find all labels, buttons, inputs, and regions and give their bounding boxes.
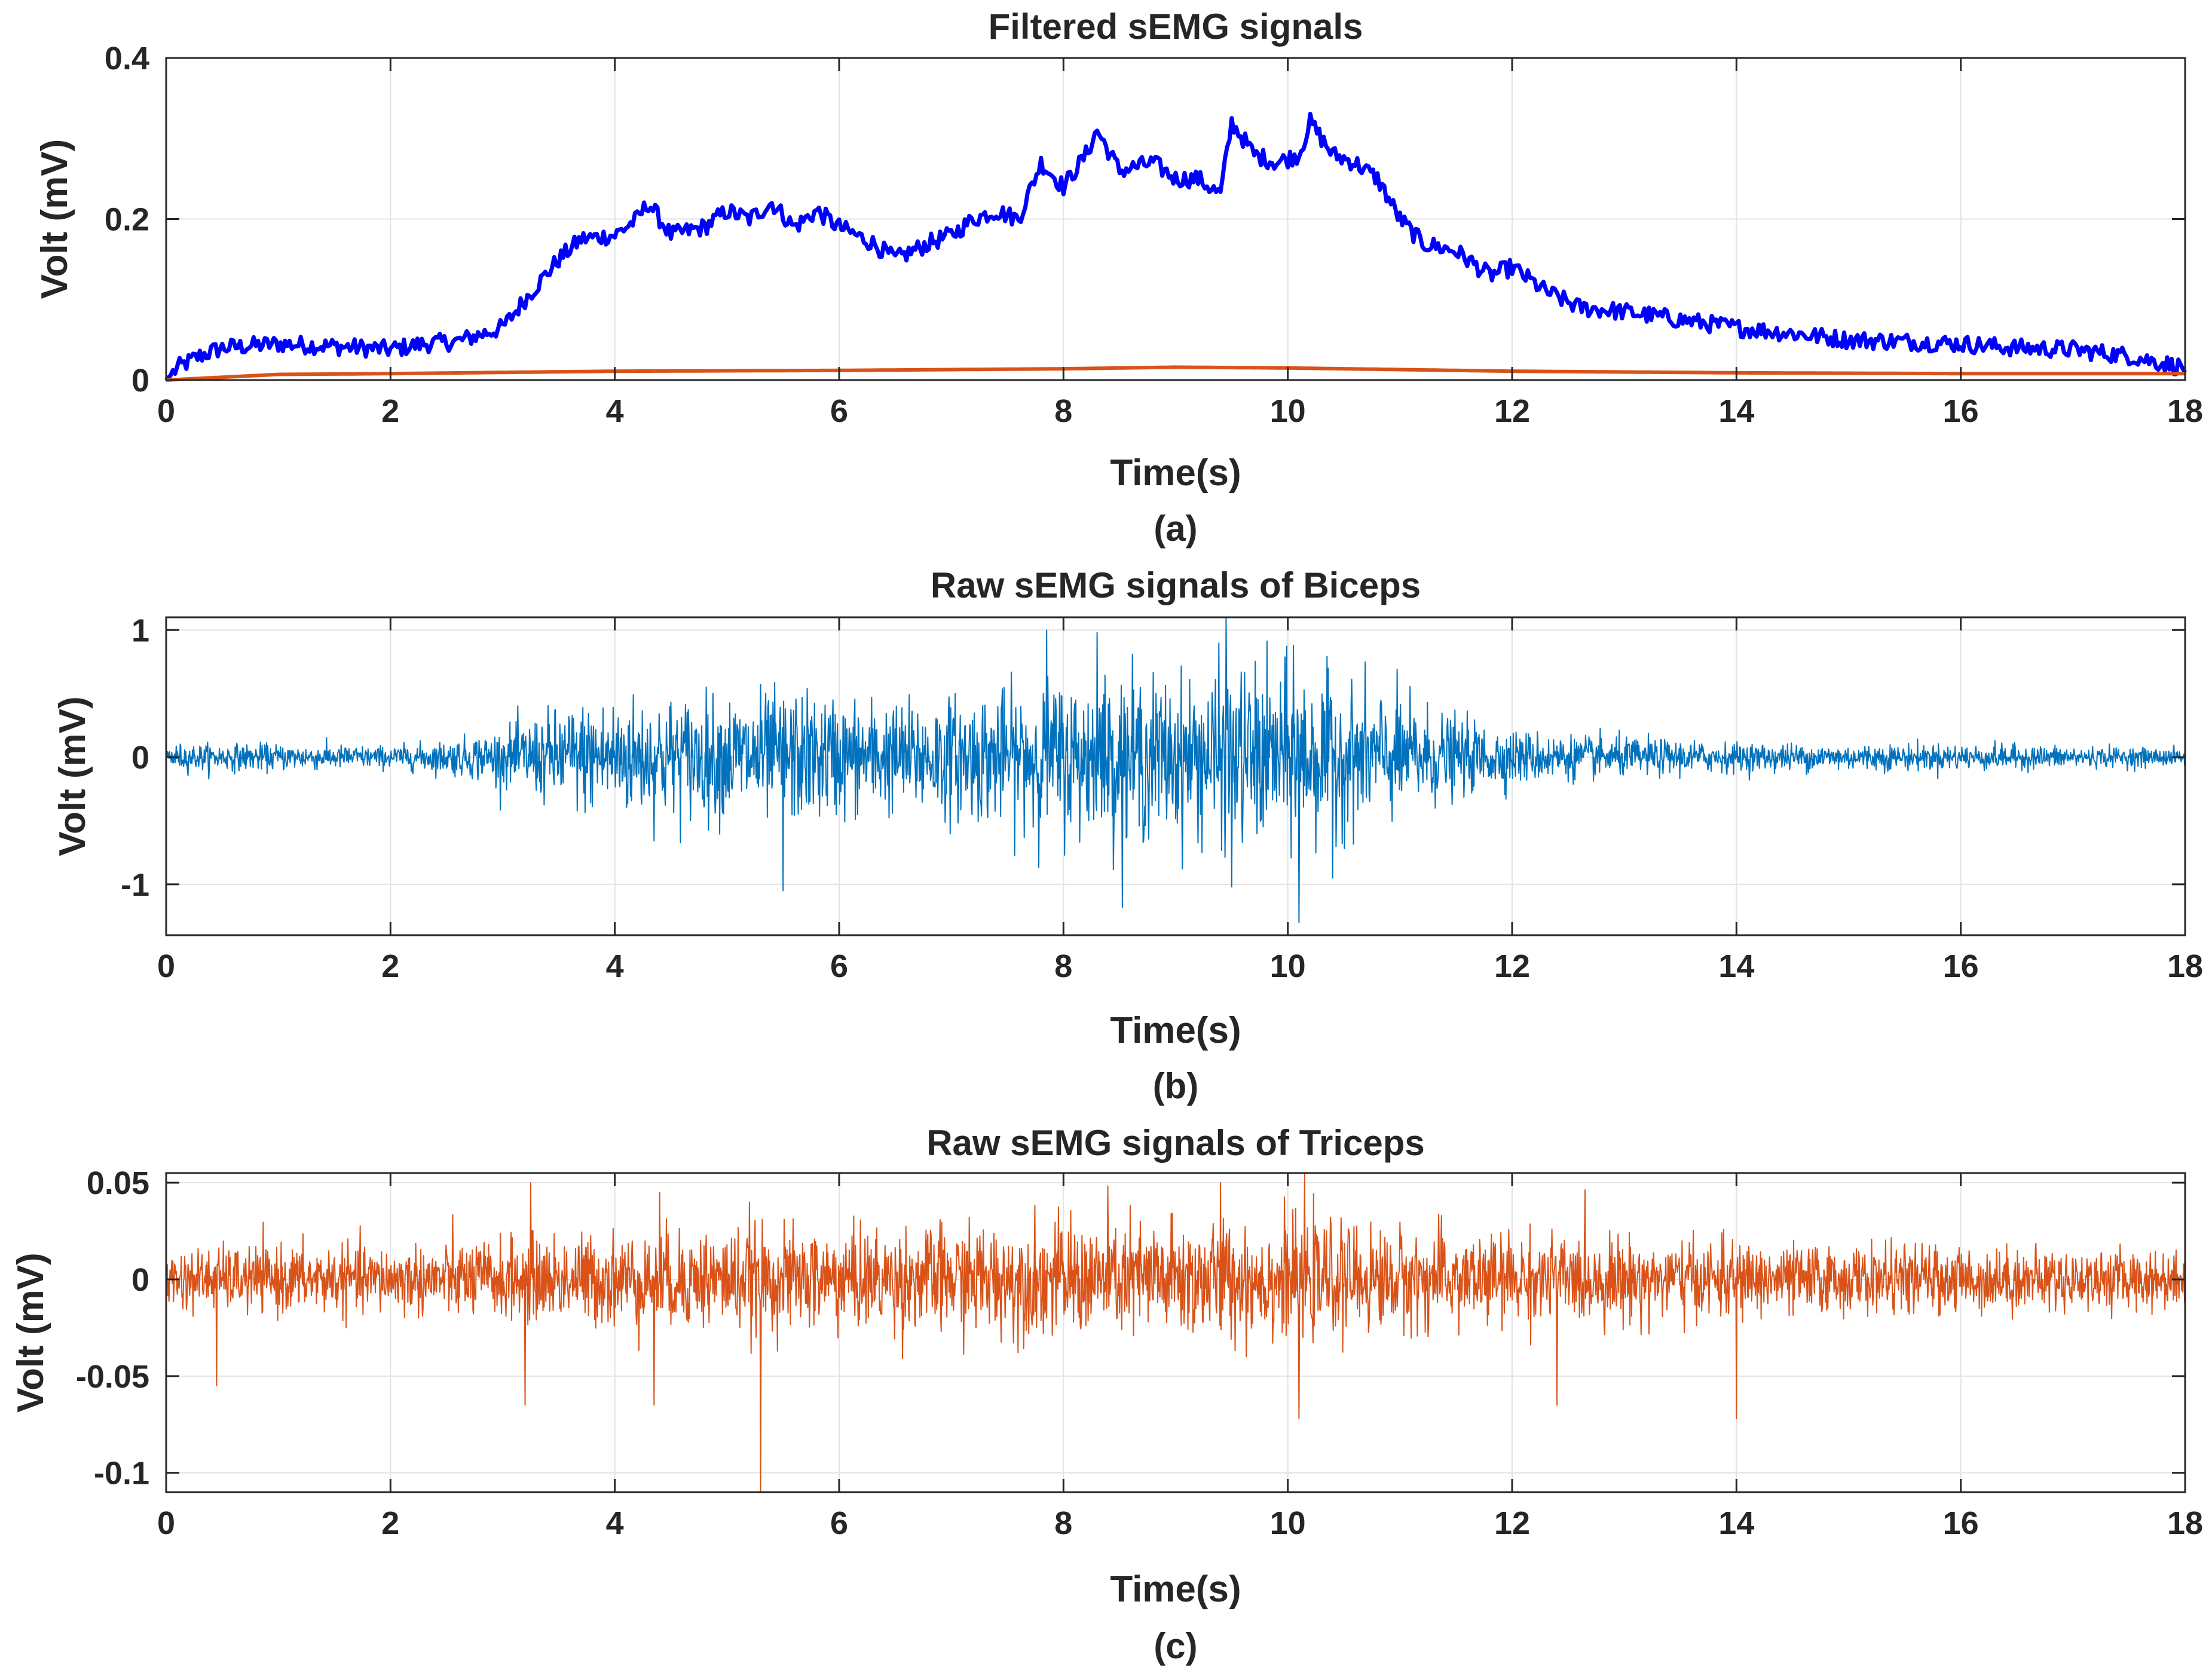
caption-c: (c) [1154,1626,1197,1666]
plot-frame-c [165,1172,2186,1493]
yticks-c: -0.1 -0.05 0 0.05 [76,1165,2185,1492]
chart-title-c: Raw sEMG signals of Triceps [926,1123,1425,1163]
x-axis-label-b: Time(s) [1110,1010,1241,1051]
x-tick-label: 6 [830,1505,848,1541]
x-tick-label: 6 [830,393,848,429]
panel-c: 0 2 4 6 8 10 12 14 16 18 -0.1 -0.05 0 0.05 Raw sEMG … [10,1123,2203,1666]
series-line [166,1172,2186,1493]
x-tick-label: 4 [606,393,624,429]
yticks-a: 0 0.2 0.4 [105,41,2185,399]
caption-b: (b) [1153,1066,1199,1106]
x-tick-label: 16 [1943,948,1979,984]
x-tick-label: 18 [2167,948,2203,984]
x-tick-label: 4 [606,1505,624,1541]
xticks-b: 0 2 4 6 8 10 12 14 16 18 [157,617,2203,984]
series-line [166,617,2186,923]
y-axis-label-b: Volt (mV) [52,696,93,856]
y-tick-label: -0.1 [94,1456,149,1492]
x-tick-label: 16 [1943,1505,1979,1541]
panel-a: 0 2 4 6 8 10 12 14 16 18 0 0.2 0.4 Filtered sEMG si… [34,7,2203,549]
series-group-b [166,617,2186,923]
x-tick-label: 0 [157,948,175,984]
panel-b: 0 2 4 6 8 10 12 14 16 18 -1 0 1 Raw sEMG signals of… [52,565,2203,1106]
y-tick-label: 0 [131,740,149,776]
x-tick-label: 6 [830,948,848,984]
y-axis-label-a: Volt (mV) [34,139,75,299]
xticks-a: 0 2 4 6 8 10 12 14 16 18 [157,58,2203,429]
x-tick-label: 4 [606,948,624,984]
y-tick-label: 0.05 [87,1165,149,1201]
x-axis-label-c: Time(s) [1110,1569,1241,1610]
x-tick-label: 2 [381,948,399,984]
x-tick-label: 16 [1943,393,1979,429]
y-tick-label: 1 [131,613,149,648]
y-tick-label: -0.05 [76,1359,149,1395]
x-tick-label: 0 [157,1505,175,1541]
x-tick-label: 10 [1270,1505,1306,1541]
grid-c [166,1173,2186,1492]
y-tick-label: -1 [121,867,149,903]
y-tick-label: 0 [131,363,149,399]
x-tick-label: 10 [1270,393,1306,429]
x-tick-label: 18 [2167,393,2203,429]
series-line [166,365,2185,382]
y-tick-label: 0.4 [105,41,149,76]
x-tick-label: 14 [1718,1505,1754,1541]
x-tick-label: 2 [381,1505,399,1541]
x-tick-label: 8 [1054,948,1072,984]
x-tick-label: 0 [157,393,175,429]
y-tick-label: 0.2 [105,202,149,238]
x-tick-label: 12 [1494,393,1530,429]
series-line [164,112,2187,382]
x-tick-label: 12 [1494,948,1530,984]
x-tick-label: 14 [1718,948,1754,984]
x-tick-label: 14 [1718,393,1754,429]
x-tick-label: 10 [1270,948,1306,984]
y-tick-label: 0 [131,1262,149,1298]
x-tick-label: 2 [381,393,399,429]
caption-a: (a) [1154,509,1197,549]
chart-title-b: Raw sEMG signals of Biceps [931,565,1421,605]
plot-frame-b [165,616,2186,936]
y-axis-label-c: Volt (mV) [10,1253,51,1413]
x-axis-label-a: Time(s) [1110,452,1241,494]
x-tick-label: 12 [1494,1505,1530,1541]
series-group-c [166,1172,2186,1493]
x-tick-label: 8 [1054,1505,1072,1541]
chart-title-a: Filtered sEMG signals [989,7,1363,47]
series-group-a [164,112,2187,382]
x-tick-label: 8 [1054,393,1072,429]
xticks-c: 0 2 4 6 8 10 12 14 16 18 [157,1173,2203,1541]
yticks-b: -1 0 1 [121,613,2185,903]
x-tick-label: 18 [2167,1505,2203,1541]
